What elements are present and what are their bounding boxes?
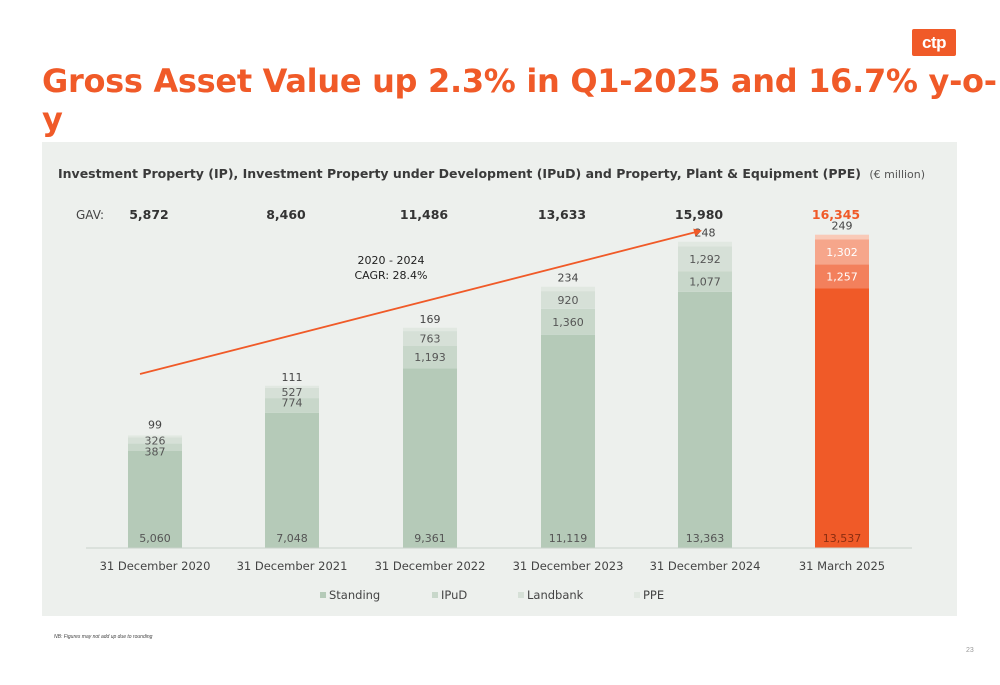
data-label-ppe: 249 [832,220,853,233]
data-label-ipud: 1,257 [826,270,858,283]
legend-label-landbank: Landbank [527,588,584,602]
bar-segment-standing [128,451,182,548]
bar-segment-ppe [403,327,457,331]
gav-label: GAV: [76,208,104,222]
bar-segment-landbank [403,331,457,346]
legend-label-standing: Standing [329,588,380,602]
data-label-standing: 13,363 [686,532,725,545]
bar-segment-standing [541,334,595,548]
bar-segment-landbank [541,291,595,309]
bar-segment-ipud [403,345,457,369]
gav-value: 8,460 [266,207,306,222]
legend-swatch-landbank [518,592,524,598]
legend-label-ipud: IPuD [441,588,467,602]
legend-swatch-ppe [634,592,640,598]
cagr-trend-arrow [139,228,702,375]
cagr-annotation-value: CAGR: 28.4% [355,269,428,282]
data-label-ipud: 1,077 [689,276,721,289]
data-label-standing: 13,537 [823,532,862,545]
cagr-trend: 2020 - 2024 CAGR: 28.4% [139,228,702,375]
legend-swatch-standing [320,592,326,598]
x-tick-label: 31 December 2020 [100,559,211,573]
bar-segment-standing [403,368,457,548]
data-label-ipud: 1,360 [552,316,584,329]
data-label-landbank: 920 [558,294,579,307]
ctp-logo: ctp [912,29,956,56]
x-tick-label: 31 December 2024 [650,559,761,573]
gav-values-row: 5,872 8,460 11,486 13,633 15,980 16,345 [129,207,860,222]
legend-label-ppe: PPE [643,588,664,602]
chart-title-main: Investment Property (IP), Investment Pro… [58,166,861,181]
gav-value: 15,980 [675,207,724,222]
legend-swatch-ipud [432,592,438,598]
data-label-standing: 9,361 [414,532,446,545]
bar-segment-ppe [678,241,732,247]
bar-segment-ipud [678,271,732,292]
chart-panel [42,142,957,616]
data-label-ppe: 248 [695,227,716,240]
bar-segment-standing [815,288,869,548]
data-label-ppe: 111 [282,371,303,384]
bar-segment-ppe [815,234,869,240]
bar-segment-landbank [678,246,732,272]
x-tick-label: 31 December 2022 [375,559,486,573]
gav-value: 13,633 [538,207,586,222]
legend: Standing IPuD Landbank PPE [320,588,664,602]
data-label-ppe: 234 [558,272,579,285]
x-axis: 31 December 2020 31 December 2021 31 Decem… [86,547,912,573]
x-tick-label: 31 December 2021 [237,559,348,573]
data-label-landbank: 1,302 [826,246,858,259]
bar-segment-standing [265,412,319,548]
chart-title-unit: (€ million) [869,168,925,181]
data-label-ipud: 1,193 [414,351,446,364]
bar-segment-landbank [815,239,869,265]
footnote: NB: Figures may not add up due to roundi… [54,634,153,640]
data-label-landbank: 527 [282,386,303,399]
x-tick-label: 31 December 2023 [513,559,624,573]
data-label-landbank: 763 [420,332,441,345]
page-number: 23 [966,647,974,654]
data-label-ipud: 387 [145,445,166,458]
bar-segment-landbank [265,387,319,398]
bar-segment-ipud [265,398,319,413]
gav-value: 11,486 [400,207,449,222]
page-title: Gross Asset Value up 2.3% in Q1-2025 and… [42,62,997,138]
data-label-ppe: 169 [420,313,441,326]
chart-title: Investment Property (IP), Investment Pro… [58,166,925,181]
data-label-standing: 7,048 [276,532,308,545]
bar-segment-standing [678,291,732,548]
data-label-ipud: 774 [282,397,303,410]
data-label-landbank: 1,292 [689,253,721,266]
data-label-standing: 11,119 [549,532,588,545]
bar-segment-ipud [541,308,595,335]
bar-segment-ppe [541,286,595,292]
data-label-landbank: 326 [145,435,166,448]
cagr-annotation-period: 2020 - 2024 [358,254,425,267]
bar-segment-ppe [265,385,319,388]
bar-segment-ipud [815,264,869,289]
data-label-standing: 5,060 [139,532,171,545]
gav-value: 16,345 [812,207,860,222]
bar-segment-ppe [128,435,182,438]
data-label-ppe: 99 [148,418,162,431]
gav-value: 5,872 [129,207,169,222]
bar-segment-ipud [128,443,182,451]
x-tick-label: 31 March 2025 [799,559,885,573]
bar-segment-landbank [128,437,182,444]
